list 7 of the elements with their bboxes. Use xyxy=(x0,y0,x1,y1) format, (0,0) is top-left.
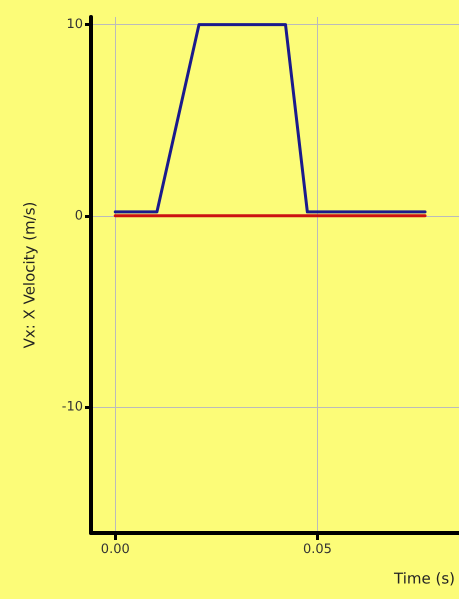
x-tick-label: 0.05 xyxy=(302,542,332,557)
y-tick-label: 0 xyxy=(74,208,83,224)
y-tick-label: 10 xyxy=(66,17,83,32)
x-axis-title: Time (s) xyxy=(393,570,455,588)
y-tick-label: -10 xyxy=(62,399,83,414)
x-tick-label: 0.00 xyxy=(100,542,130,557)
y-axis-title: Vx: X Velocity (m/s) xyxy=(20,202,38,348)
